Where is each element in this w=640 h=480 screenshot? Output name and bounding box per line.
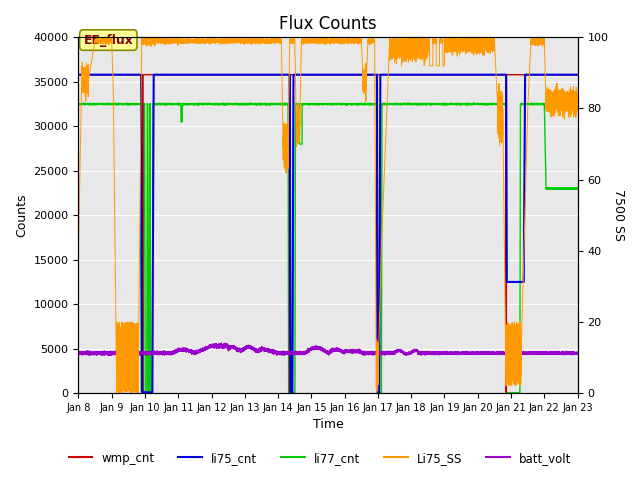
Y-axis label: Counts: Counts (15, 193, 28, 237)
Y-axis label: 7500 SS: 7500 SS (612, 189, 625, 241)
Legend: wmp_cnt, li75_cnt, li77_cnt, Li75_SS, batt_volt: wmp_cnt, li75_cnt, li77_cnt, Li75_SS, ba… (64, 447, 576, 469)
X-axis label: Time: Time (312, 419, 344, 432)
Text: EE_flux: EE_flux (83, 34, 133, 47)
Title: Flux Counts: Flux Counts (279, 15, 377, 33)
